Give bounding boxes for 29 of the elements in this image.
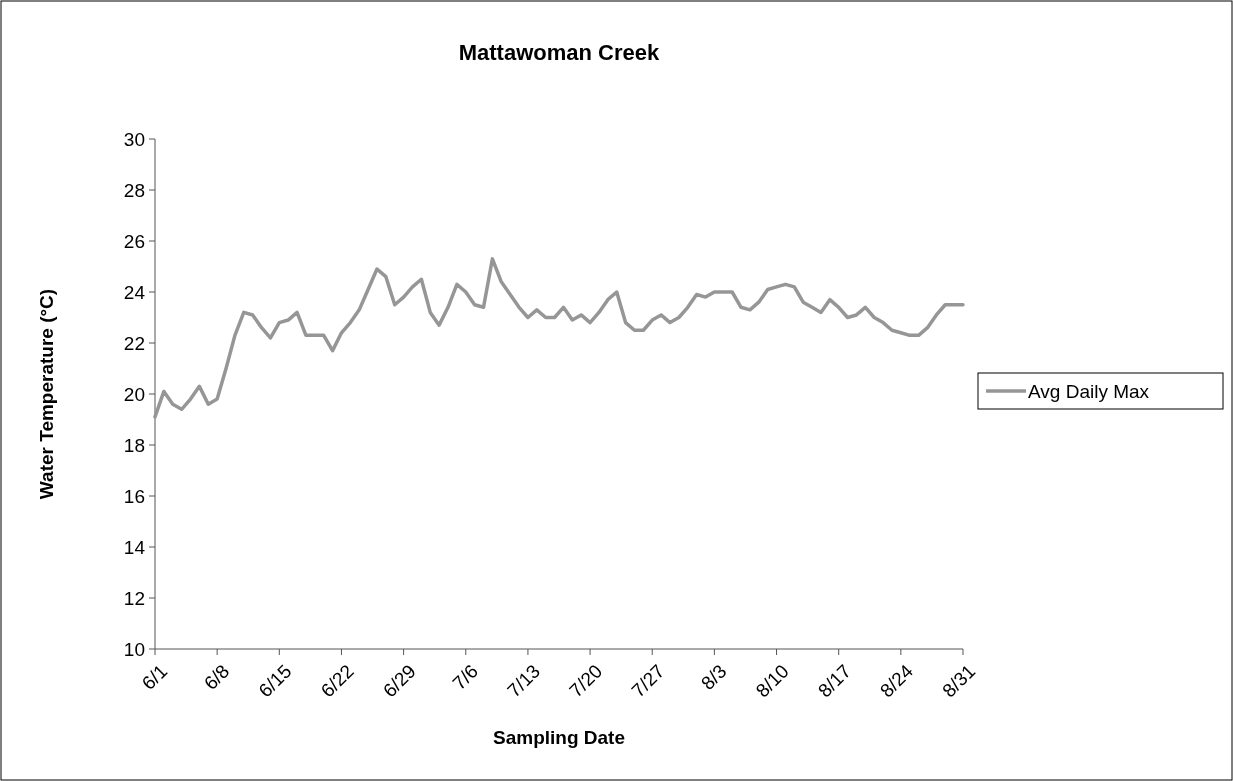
y-tick-label: 24: [123, 281, 146, 303]
x-tick-label: 8/31: [938, 660, 980, 702]
x-tick-label: 6/15: [254, 660, 296, 702]
x-tick-label: 8/10: [751, 660, 793, 702]
x-axis-title: Sampling Date: [493, 727, 625, 748]
x-tick-label: 7/6: [448, 660, 482, 694]
x-tick-label: 7/13: [503, 660, 545, 702]
x-tick-label: 6/29: [378, 660, 420, 702]
line-series: [153, 257, 965, 419]
chart-title: Mattawoman Creek: [458, 40, 661, 65]
x-tick-label: 6/1: [137, 660, 172, 694]
y-tick-label: 18: [123, 434, 145, 456]
y-tick-label: 28: [123, 179, 145, 201]
y-tick-label: 10: [123, 638, 145, 660]
y-tick-label: 20: [123, 383, 145, 405]
y-tick-label: 12: [123, 587, 145, 609]
x-tick-label: 7/27: [627, 660, 669, 702]
y-tick-label: 22: [123, 332, 145, 354]
y-tick-label: 16: [123, 485, 145, 507]
x-tick-label: 6/8: [199, 660, 234, 694]
y-tick-label: 26: [123, 230, 145, 252]
x-tick-label: 6/22: [316, 660, 358, 702]
x-tick-label: 7/20: [565, 660, 607, 702]
y-axis-title: Water Temperature (°C): [36, 288, 57, 500]
legend-label: Avg Daily Max: [1028, 380, 1150, 402]
y-tick-label: 30: [123, 128, 145, 150]
x-tick-label: 8/3: [697, 660, 731, 694]
x-tick-label: 8/24: [876, 660, 918, 702]
y-tick-label: 14: [123, 536, 146, 558]
